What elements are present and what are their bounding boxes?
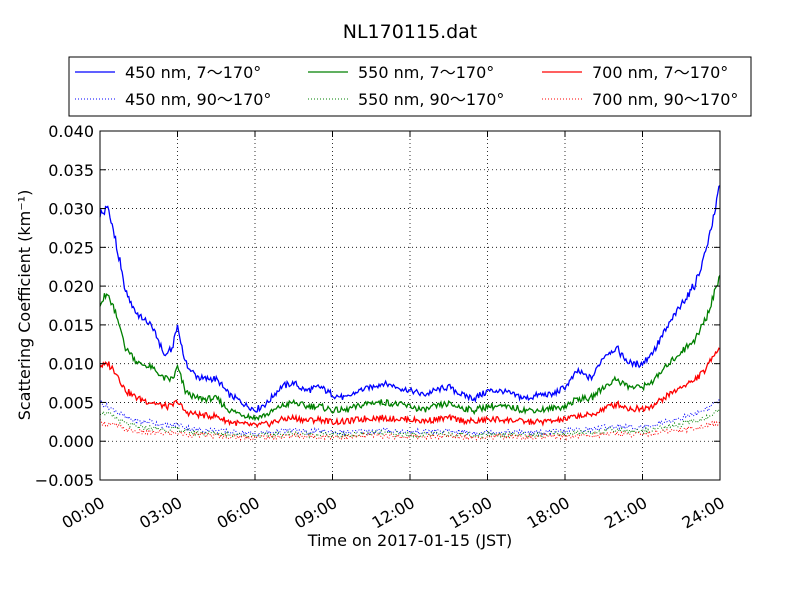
legend-label-6: 700 nm, 90～170° [592, 90, 738, 109]
y-tick-label: 0.010 [48, 355, 94, 374]
legend-label-2: 550 nm, 7～170° [358, 63, 494, 82]
y-axis-label: Scattering Coefficient (km⁻¹) [15, 190, 34, 421]
legend-box [68, 56, 752, 117]
y-tick-label: 0.030 [48, 200, 94, 219]
y-tick-label: 0.020 [48, 277, 94, 296]
x-tick-label: 21:00 [601, 493, 650, 533]
y-tick-label: −0.005 [35, 471, 94, 490]
legend-label-3: 700 nm, 7～170° [592, 63, 728, 82]
x-tick-label: 18:00 [524, 493, 573, 533]
y-tick-label: 0.040 [48, 122, 94, 141]
legend-label-5: 550 nm, 90～170° [358, 90, 504, 109]
x-tick-label: 06:00 [214, 493, 263, 533]
x-tick-label: 03:00 [136, 493, 185, 533]
series-line-2 [99, 274, 721, 422]
x-tick-label: 15:00 [446, 493, 495, 533]
y-tick-label: 0.035 [48, 161, 94, 180]
axis-ticks: 00:00 03:00 06:00 09:00 12:00 15:00 18:00 21:00… [35, 122, 728, 533]
x-tick-label: 12:00 [369, 493, 418, 533]
series-line-3 [99, 347, 721, 429]
chart-title: NL170115.dat [343, 21, 478, 43]
legend: 450 nm, 7～170° 550 nm, 7～170° 700 nm, 7～17… [68, 56, 752, 117]
x-axis-label: Time on 2017-01-15 (JST) [307, 531, 512, 550]
x-tick-label: 24:00 [679, 493, 728, 533]
y-tick-label: 0.000 [48, 432, 94, 451]
y-tick-label: 0.005 [48, 393, 94, 412]
legend-label-1: 450 nm, 7～170° [125, 63, 261, 82]
y-tick-label: 0.025 [48, 238, 94, 257]
series-line-1 [99, 185, 721, 413]
x-tick-label: 09:00 [291, 493, 340, 533]
y-tick-label: 0.015 [48, 316, 94, 335]
legend-label-4: 450 nm, 90～170° [125, 90, 271, 109]
plot-series [99, 185, 721, 442]
x-tick-label: 00:00 [59, 493, 108, 533]
